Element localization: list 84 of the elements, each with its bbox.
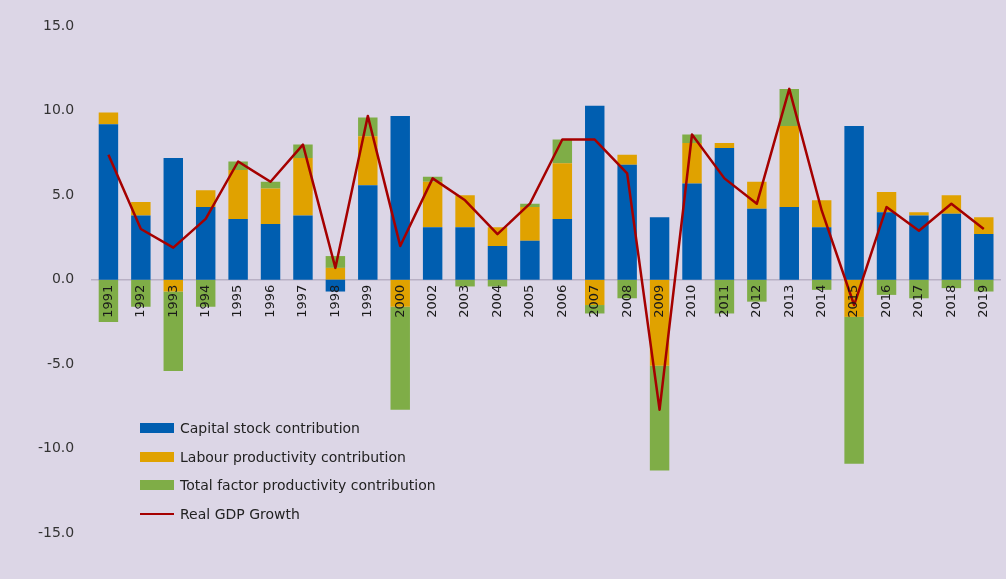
x-tick-label: 2004 — [488, 284, 504, 318]
x-tick-label: 1991 — [99, 284, 115, 318]
bar — [552, 163, 573, 219]
legend-label: Capital stock contribution — [180, 420, 360, 437]
x-tick-label: 2000 — [391, 284, 407, 318]
x-tick-label: 2019 — [975, 284, 991, 318]
bar — [779, 207, 799, 280]
bar — [811, 227, 832, 280]
bar — [228, 169, 248, 219]
y-tick-label: -10.0 — [37, 439, 75, 456]
bar — [293, 158, 313, 216]
x-tick-label: 1992 — [132, 284, 148, 318]
bar — [844, 316, 864, 464]
y-tick-label: 0.0 — [51, 270, 75, 287]
bar — [941, 213, 962, 280]
y-tick-label: 5.0 — [51, 185, 75, 202]
bar — [195, 190, 216, 208]
bar — [325, 267, 346, 280]
bar — [617, 154, 637, 165]
x-tick-label: 2002 — [424, 284, 440, 318]
bar — [195, 207, 216, 280]
x-tick-label: 2018 — [942, 284, 958, 318]
bar — [131, 202, 151, 216]
bar — [844, 126, 864, 280]
bar — [422, 227, 443, 280]
bar — [649, 217, 670, 280]
x-tick-label: 2003 — [456, 284, 472, 318]
bar — [909, 212, 929, 216]
bar — [487, 245, 508, 280]
legend-label: Labour productivity contribution — [180, 448, 406, 465]
x-tick-label: 1997 — [294, 284, 310, 318]
bar — [131, 215, 151, 280]
x-tick-label: 2008 — [618, 284, 634, 318]
bar — [422, 181, 443, 228]
bar — [714, 142, 735, 148]
bar — [228, 218, 248, 280]
y-tick-label: 10.0 — [43, 101, 75, 118]
bar — [974, 234, 994, 280]
bar — [876, 212, 897, 280]
bar — [520, 207, 540, 241]
bar — [617, 164, 637, 280]
legend-label: Real GDP Growth — [180, 505, 300, 522]
x-tick-label: 2005 — [521, 284, 537, 318]
x-tick-label: 1998 — [326, 284, 342, 318]
x-tick-label: 2007 — [586, 284, 602, 318]
x-tick-label: 2017 — [910, 284, 926, 318]
bar — [163, 158, 183, 280]
bar — [358, 185, 378, 280]
bar — [260, 181, 281, 189]
bar — [98, 112, 119, 125]
x-tick-label: 2012 — [748, 284, 764, 318]
bar — [909, 215, 929, 280]
bar — [520, 240, 540, 280]
bar — [974, 217, 994, 235]
y-tick-label: 15.0 — [43, 17, 75, 34]
y-tick-label: -5.0 — [46, 354, 75, 371]
bar — [682, 183, 702, 280]
x-tick-label: 1994 — [197, 284, 213, 318]
bar — [455, 227, 475, 280]
bar — [779, 126, 799, 208]
x-tick-label: 1995 — [229, 284, 245, 318]
y-tick-label: -15.0 — [37, 523, 75, 540]
x-tick-label: 1996 — [261, 284, 277, 318]
bar — [552, 218, 573, 280]
bar — [260, 223, 281, 280]
x-tick-label: 2009 — [650, 284, 666, 318]
x-tick-label: 2006 — [553, 284, 569, 318]
legend-label: Total factor productivity contribution — [180, 477, 436, 494]
x-tick-label: 2015 — [845, 284, 861, 318]
bar — [455, 195, 475, 228]
bar — [390, 115, 410, 280]
bar — [747, 208, 767, 280]
bar — [98, 124, 119, 280]
bar — [585, 105, 605, 280]
bar — [714, 147, 735, 280]
bar — [260, 188, 281, 224]
bar — [293, 215, 313, 280]
x-tick-label: 2013 — [780, 284, 796, 318]
x-tick-label: 1999 — [359, 284, 375, 318]
x-tick-label: 1993 — [164, 284, 180, 318]
x-tick-label: 2011 — [715, 284, 731, 318]
x-tick-label: 2016 — [877, 284, 893, 318]
x-tick-label: 2010 — [683, 284, 699, 318]
x-tick-label: 2014 — [813, 284, 829, 318]
